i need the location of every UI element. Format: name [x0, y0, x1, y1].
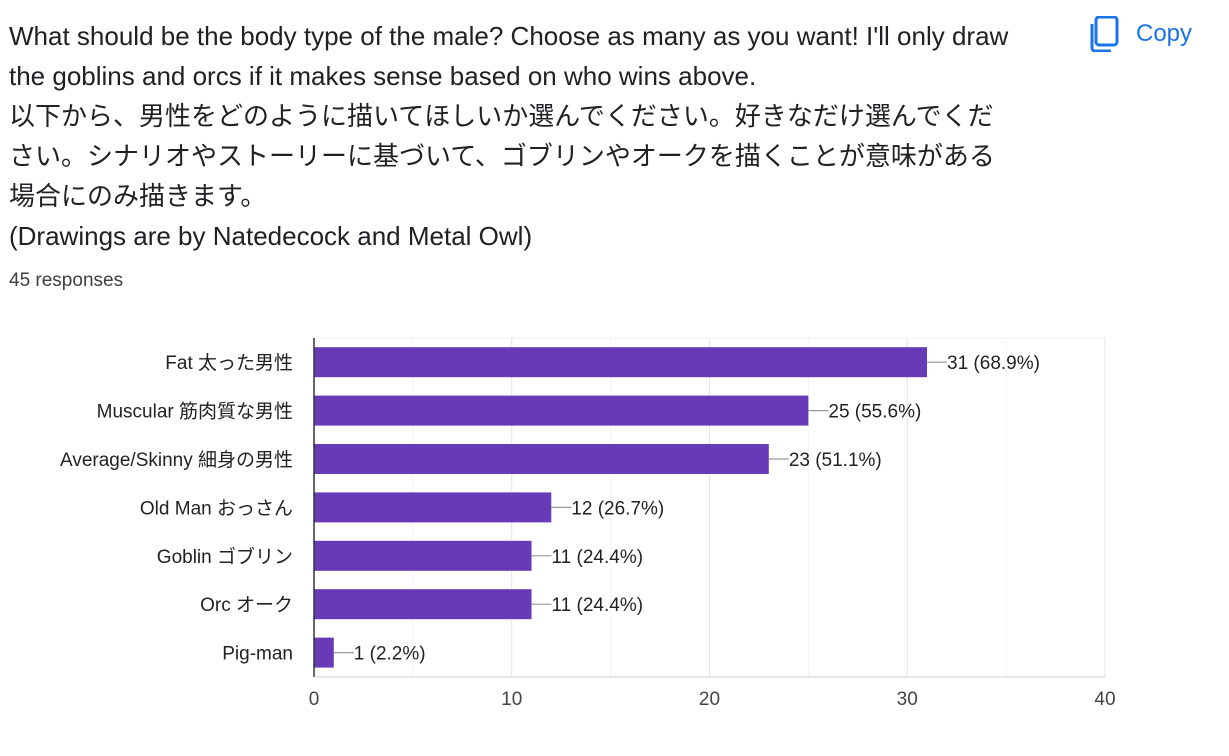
- category-label: Goblin ゴブリン: [157, 545, 293, 568]
- data-label: 12 (26.7%): [571, 498, 664, 519]
- question-line: (Drawings are by Natedecock and Metal Ow…: [9, 221, 533, 251]
- question-line: What should be the body type of the male…: [9, 21, 1009, 51]
- category-label: Average/Skinny 細身の男性: [60, 449, 293, 471]
- question-line: the goblins and orcs if it makes sense b…: [9, 61, 757, 91]
- question-text: What should be the body type of the male…: [9, 16, 1069, 256]
- bar: [314, 637, 334, 668]
- category-label: Muscular 筋肉質な男性: [97, 401, 293, 423]
- x-tick-label: 20: [699, 689, 720, 710]
- data-label: 31 (68.9%): [947, 353, 1040, 374]
- x-tick-label: 10: [501, 689, 522, 710]
- bar: [314, 347, 928, 378]
- x-tick-label: 0: [309, 689, 320, 710]
- bar: [314, 492, 552, 523]
- bar: [314, 540, 532, 571]
- question-line: 場合にのみ描きます。: [9, 181, 267, 211]
- bar: [314, 444, 769, 474]
- data-label: 11 (24.4%): [552, 547, 644, 568]
- copy-icon: [1090, 16, 1122, 52]
- question-line: さい。シナリオやストーリーに基づいて、ゴブリンやオークを描くことが意味がある: [9, 141, 995, 171]
- category-label: Orc オーク: [200, 594, 293, 616]
- bar: [314, 395, 809, 426]
- response-count: 45 responses: [9, 270, 124, 291]
- bar: [314, 589, 532, 620]
- x-tick-label: 30: [897, 689, 918, 710]
- copy-label: Copy: [1136, 20, 1193, 47]
- bar-chart: Fat 太った男性 31 (68.9%) Muscular 筋肉質な男性 25 (55…: [60, 337, 1116, 710]
- data-label: 11 (24.4%): [552, 595, 644, 616]
- copy-button[interactable]: Copy: [1090, 12, 1220, 56]
- category-label: Fat 太った男性: [165, 352, 293, 374]
- data-label: 25 (55.6%): [828, 402, 921, 423]
- x-tick-label: 40: [1094, 689, 1115, 710]
- category-label: Pig-man: [222, 644, 293, 665]
- data-label: 1 (2.2%): [354, 644, 426, 665]
- category-label: Old Man おっさん: [140, 498, 293, 519]
- data-label: 23 (51.1%): [789, 450, 882, 471]
- question-line: 以下から、男性をどのように描いてほしいか選んでください。好きなだけ選んでくだ: [9, 101, 994, 131]
